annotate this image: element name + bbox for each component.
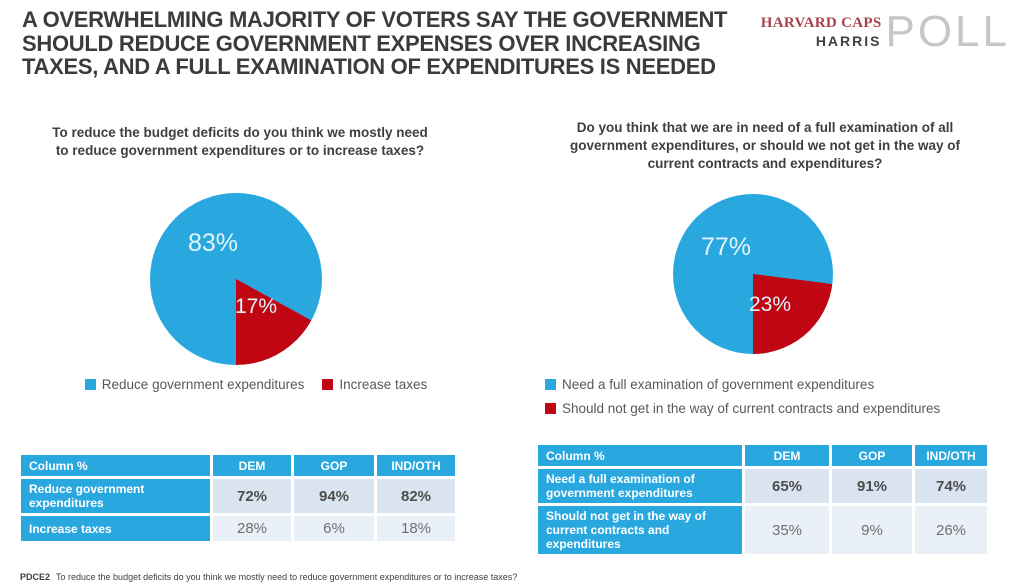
row-label: Increase taxes	[21, 516, 210, 541]
row-label: Reduce government expenditures	[21, 479, 210, 513]
row-label: Need a full examination of government ex…	[538, 469, 742, 503]
cell-ind: 82%	[377, 479, 455, 513]
column-header: Column %	[21, 455, 210, 476]
left-question-line-2: to reduce government expenditures or to …	[55, 143, 425, 158]
table-row: Reduce government expenditures 72% 94% 8…	[21, 479, 455, 513]
logo-poll: POLL	[885, 7, 1010, 56]
left-question: To reduce the budget deficits do you thi…	[25, 124, 455, 160]
title-line-1: A OVERWHELMING MAJORITY OF VOTERS SAY TH…	[22, 7, 728, 32]
cell-gop: 94%	[294, 479, 374, 513]
legend-label: Increase taxes	[339, 377, 428, 392]
table-row: Need a full examination of government ex…	[538, 469, 987, 503]
table-row: Should not get in the way of current con…	[538, 506, 987, 554]
right-crosstab-table: Column % DEM GOP IND/OTH Need a full exa…	[535, 442, 990, 557]
column-header-dem: DEM	[745, 445, 829, 466]
cell-dem: 72%	[213, 479, 291, 513]
legend-item: Increase taxes	[322, 377, 427, 392]
right-question-line-2: government expenditures, or should we no…	[569, 138, 961, 153]
column-header-gop: GOP	[832, 445, 912, 466]
title-line-2: SHOULD REDUCE GOVERNMENT EXPENSES OVER I…	[22, 30, 701, 56]
logo-wordmark: HARVARD CAPS HARRIS	[761, 15, 882, 49]
legend-label: Need a full examination of government ex…	[562, 377, 875, 392]
page-title: A OVERWHELMING MAJORITY OF VOTERS SAY TH…	[22, 8, 822, 79]
cell-gop: 9%	[832, 506, 912, 554]
legend-item: Need a full examination of government ex…	[545, 377, 874, 392]
cell-dem: 65%	[745, 469, 829, 503]
right-question-line-3: current contracts and expenditures?	[647, 156, 883, 171]
question-footnote: PDCE2 To reduce the budget deficits do yo…	[20, 572, 517, 582]
right-legend: Need a full examination of government ex…	[545, 377, 940, 416]
harvard-caps-harris-poll-logo: HARVARD CAPS HARRIS POLL	[761, 7, 1010, 56]
column-header-ind: IND/OTH	[915, 445, 987, 466]
cell-gop: 91%	[832, 469, 912, 503]
left-legend: Reduce government expenditures Increase …	[0, 377, 512, 392]
blue-swatch-icon	[84, 379, 96, 390]
right-question: Do you think that we are in need of a fu…	[530, 119, 1000, 173]
column-header: Column %	[538, 445, 742, 466]
left-question-line-1: To reduce the budget deficits do you thi…	[52, 125, 428, 140]
legend-label: Reduce government expenditures	[101, 377, 305, 392]
table-header-row: Column % DEM GOP IND/OTH	[538, 445, 987, 466]
left-pie-label-minority: 17%	[235, 295, 278, 318]
column-header-dem: DEM	[213, 455, 291, 476]
cell-ind: 74%	[915, 469, 987, 503]
red-swatch-icon	[545, 403, 556, 414]
footnote-text: To reduce the budget deficits do you thi…	[56, 572, 518, 582]
table-header-row: Column % DEM GOP IND/OTH	[21, 455, 455, 476]
left-pie-chart: 83% 17%	[150, 193, 322, 365]
right-question-line-1: Do you think that we are in need of a fu…	[576, 120, 954, 135]
legend-item: Reduce government expenditures	[84, 377, 305, 392]
right-pie-label-majority: 77%	[701, 233, 752, 261]
row-label: Should not get in the way of current con…	[538, 506, 742, 554]
column-header-ind: IND/OTH	[377, 455, 455, 476]
logo-harvard-caps: HARVARD CAPS	[760, 15, 882, 31]
cell-ind: 18%	[377, 516, 455, 541]
footnote-code: PDCE2	[20, 572, 51, 582]
column-header-gop: GOP	[294, 455, 374, 476]
right-pie-chart: 77% 23%	[673, 194, 833, 354]
cell-dem: 35%	[745, 506, 829, 554]
title-line-3: TAXES, AND A FULL EXAMINATION OF EXPENDI…	[22, 54, 716, 79]
left-pie-label-majority: 83%	[188, 229, 239, 257]
logo-harris: HARRIS	[815, 33, 882, 49]
cell-ind: 26%	[915, 506, 987, 554]
cell-gop: 6%	[294, 516, 374, 541]
legend-label: Should not get in the way of current con…	[562, 401, 941, 416]
red-swatch-icon	[322, 379, 334, 390]
right-pie-label-minority: 23%	[749, 293, 792, 316]
legend-item: Should not get in the way of current con…	[545, 401, 940, 416]
table-row: Increase taxes 28% 6% 18%	[21, 516, 455, 541]
cell-dem: 28%	[213, 516, 291, 541]
blue-swatch-icon	[545, 379, 556, 390]
left-crosstab-table: Column % DEM GOP IND/OTH Reduce governme…	[18, 452, 458, 544]
